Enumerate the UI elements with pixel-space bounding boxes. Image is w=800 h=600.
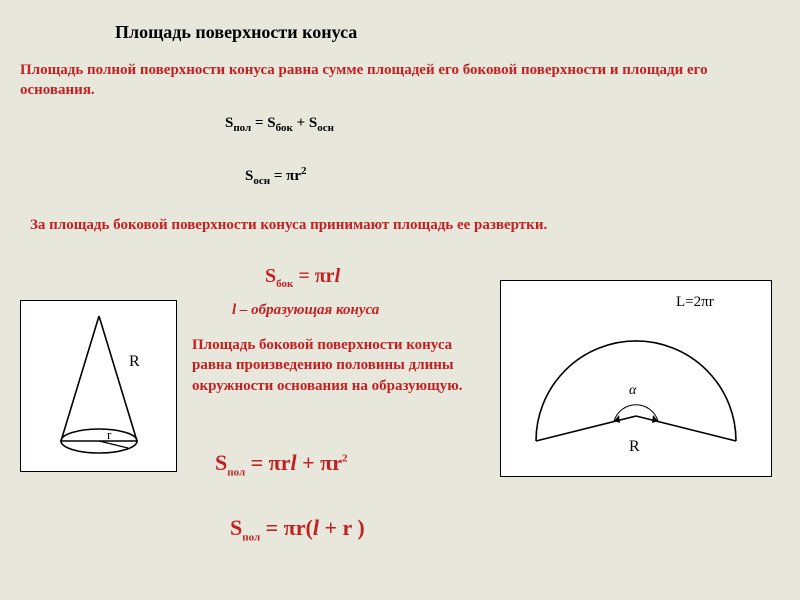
side-theorem-text: Площадь боковой поверхности конуса равна…: [192, 335, 472, 396]
formula-full: Sпол = πrl + πr2: [215, 450, 347, 478]
lateral-area-text: За площадь боковой поверхности конуса пр…: [30, 215, 780, 235]
intro-text: Площадь полной поверхности конуса равна …: [20, 60, 780, 101]
l-definition: l – образующая конуса: [232, 300, 379, 320]
formula-factored: Sпол = πr(l + r ): [230, 515, 365, 543]
formula-sum: Sпол = Sбок + Sосн: [225, 115, 334, 134]
cone-diagram: R r: [20, 300, 177, 472]
cone-R-label: R: [129, 353, 140, 370]
sector-arc-label: L=2πr: [676, 294, 714, 310]
cone-triangle: [61, 316, 137, 441]
sector-radius-right: [636, 416, 736, 441]
page-title: Площадь поверхности конуса: [115, 22, 357, 43]
cone-r-label: r: [107, 427, 112, 442]
formula-side: Sбок = πrl: [265, 265, 340, 290]
sector-diagram: L=2πr α R: [500, 280, 772, 477]
formula-base: Sосн = πr2: [245, 165, 307, 187]
sector-radius-left: [536, 416, 636, 441]
sector-R-label: R: [629, 438, 640, 455]
sector-angle-arc: [614, 405, 658, 421]
cone-r-line: [99, 441, 128, 448]
sector-alpha-label: α: [629, 383, 637, 398]
